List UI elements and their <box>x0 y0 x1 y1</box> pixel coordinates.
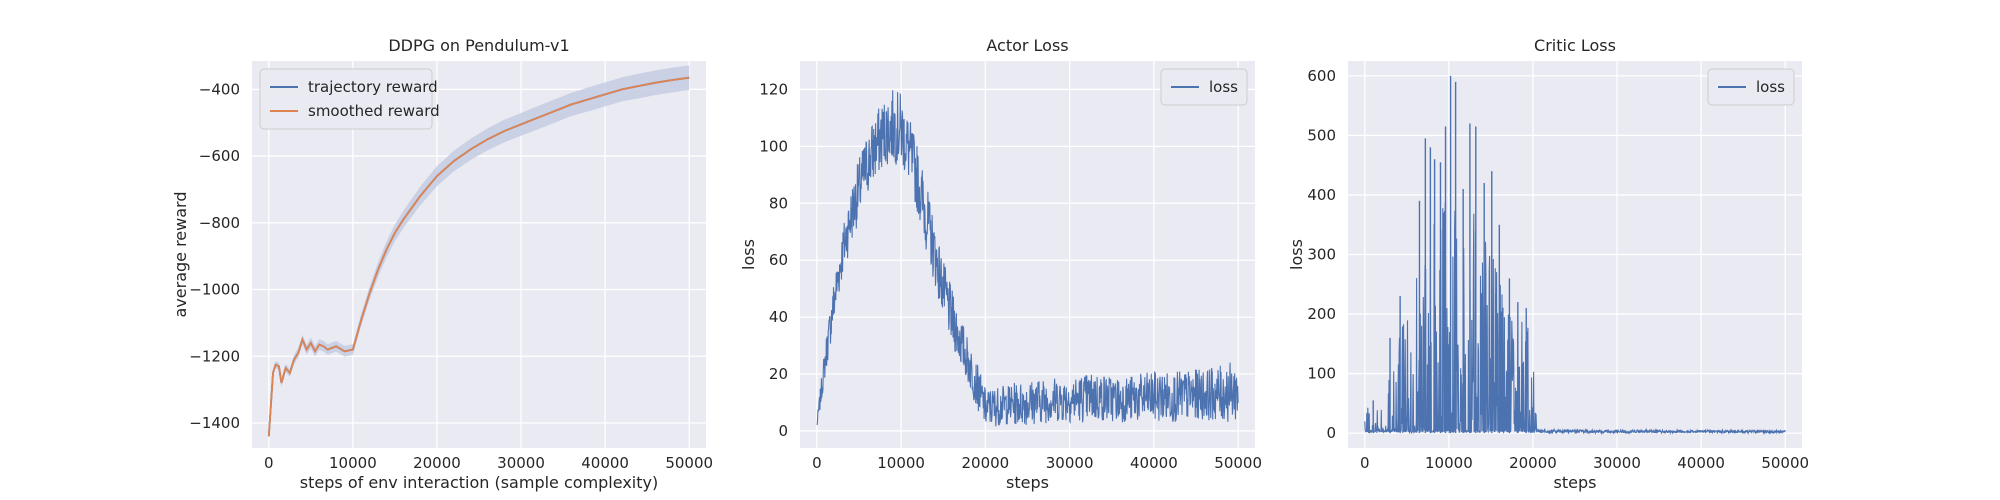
y-tick-label: 80 <box>769 194 788 212</box>
chart-title: DDPG on Pendulum-v1 <box>388 36 569 55</box>
y-tick-label: −600 <box>199 147 240 165</box>
y-axis-label: loss <box>1287 239 1306 270</box>
series-group <box>267 65 690 437</box>
x-tick-label: 20000 <box>1509 454 1557 472</box>
x-tick-label: 20000 <box>962 454 1010 472</box>
series-group <box>1364 75 1786 436</box>
x-tick-label: 40000 <box>581 454 629 472</box>
legend <box>259 68 433 130</box>
y-tick-label: 200 <box>1307 305 1336 323</box>
legend <box>1160 68 1248 106</box>
x-tick-label: 50000 <box>1761 454 1809 472</box>
series-smoothed-reward <box>267 76 690 437</box>
y-tick-label: −400 <box>199 80 240 98</box>
reward-confidence-band <box>268 65 690 437</box>
actor-loss-chart: 0 10000 20000 30000 40000 50000 0 20 40 60 80 100 12… <box>739 36 1262 492</box>
y-tick-label: 0 <box>778 422 788 440</box>
x-axis-label: steps of env interaction (sample complex… <box>300 473 658 492</box>
y-tick-label: −1400 <box>189 414 240 432</box>
legend-label: trajectory reward <box>308 78 438 96</box>
y-axis-label: loss <box>739 239 758 270</box>
critic-loss-chart: 0 10000 20000 30000 40000 50000 0 100 200 300 400 5… <box>1287 36 1809 492</box>
x-tick-label: 30000 <box>1593 454 1641 472</box>
x-tick-label: 10000 <box>877 454 925 472</box>
x-tick-label: 40000 <box>1130 454 1178 472</box>
reward-chart: 0 10000 20000 30000 40000 50000 −1400 −1200 −100… <box>171 36 713 492</box>
legend-label: smoothed reward <box>308 102 440 120</box>
x-tick-label: 10000 <box>329 454 377 472</box>
y-tick-label: 0 <box>1326 424 1336 442</box>
y-tick-label: 40 <box>769 308 788 326</box>
chart-title: Critic Loss <box>1534 36 1616 55</box>
legend-label: loss <box>1209 78 1238 96</box>
legend <box>1707 68 1795 106</box>
y-tick-label: 500 <box>1307 126 1336 144</box>
legend-label: loss <box>1756 78 1785 96</box>
x-tick-label: 30000 <box>497 454 545 472</box>
y-tick-label: 400 <box>1307 186 1336 204</box>
x-tick-label: 40000 <box>1677 454 1725 472</box>
y-tick-label: −800 <box>199 214 240 232</box>
y-tick-label: 60 <box>769 251 788 269</box>
y-tick-label: 100 <box>759 137 788 155</box>
series-group <box>816 90 1239 427</box>
y-tick-label: 300 <box>1307 246 1336 264</box>
x-axis-label: steps <box>1554 473 1597 492</box>
x-tick-label: 0 <box>264 454 274 472</box>
y-tick-label: −1200 <box>189 347 240 365</box>
series-actor-loss <box>816 90 1239 427</box>
x-tick-label: 50000 <box>1214 454 1262 472</box>
x-axis-label: steps <box>1006 473 1049 492</box>
x-tick-label: 0 <box>812 454 822 472</box>
y-tick-label: −1000 <box>189 281 240 299</box>
y-tick-label: 100 <box>1307 365 1336 383</box>
x-tick-label: 10000 <box>1425 454 1473 472</box>
y-tick-label: 20 <box>769 365 788 383</box>
x-tick-label: 30000 <box>1046 454 1094 472</box>
y-tick-label: 120 <box>759 80 788 98</box>
y-axis-label: average reward <box>171 192 190 318</box>
x-tick-label: 50000 <box>665 454 713 472</box>
x-tick-label: 20000 <box>413 454 461 472</box>
x-tick-label: 0 <box>1360 454 1370 472</box>
y-tick-label: 600 <box>1307 67 1336 85</box>
chart-title: Actor Loss <box>986 36 1068 55</box>
